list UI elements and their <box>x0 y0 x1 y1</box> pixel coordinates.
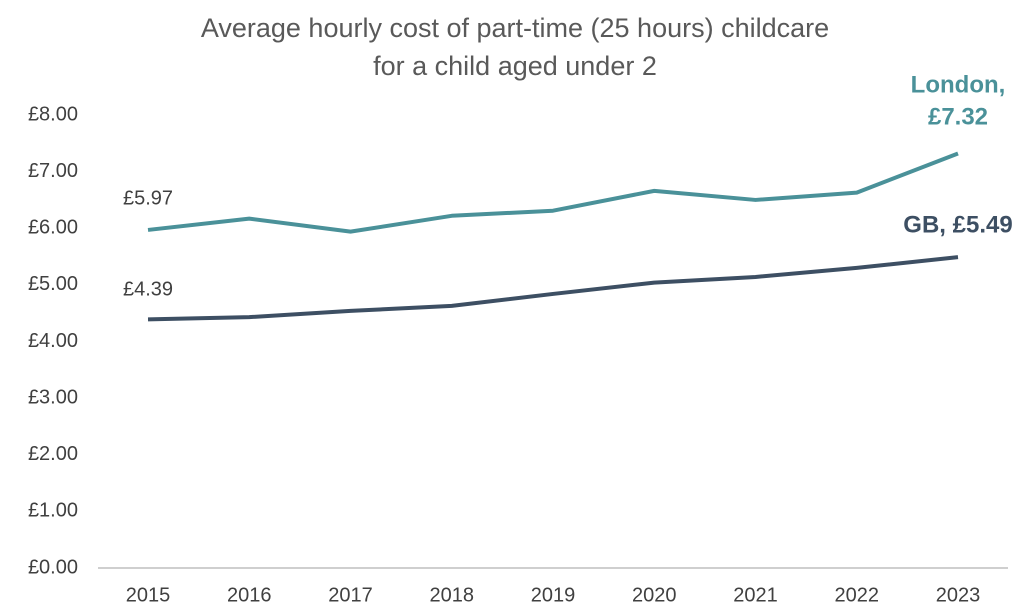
y-tick-label: £1.00 <box>28 500 78 522</box>
x-tick-label: 2019 <box>531 584 576 606</box>
x-tick-label: 2018 <box>430 584 475 606</box>
y-tick-label: £5.00 <box>28 273 78 295</box>
x-tick-label: 2017 <box>328 584 373 606</box>
x-tick-label: 2020 <box>632 584 677 606</box>
line-series <box>147 255 959 322</box>
y-tick-label: £2.00 <box>28 443 78 465</box>
annotation: £7.32 <box>928 103 988 130</box>
chart-title: Average hourly cost of part-time (25 hou… <box>201 13 829 43</box>
annotation: £4.39 <box>123 278 173 300</box>
x-tick-label: 2023 <box>936 584 981 606</box>
y-tick-label: £7.00 <box>28 160 78 182</box>
y-tick-label: £6.00 <box>28 217 78 239</box>
annotation: GB, £5.49 <box>903 211 1012 238</box>
chart-title: for a child aged under 2 <box>373 51 657 81</box>
x-tick-label: 2016 <box>227 584 272 606</box>
y-tick-label: £8.00 <box>28 103 78 125</box>
x-tick-label: 2021 <box>733 584 778 606</box>
annotation: £5.97 <box>123 187 173 209</box>
y-tick-label: £4.00 <box>28 330 78 352</box>
annotation: London, <box>911 71 1006 98</box>
y-tick-label: £3.00 <box>28 386 78 408</box>
x-tick-label: 2022 <box>835 584 880 606</box>
line-series <box>147 151 959 234</box>
x-tick-label: 2015 <box>126 584 171 606</box>
y-tick-label: £0.00 <box>28 556 78 578</box>
